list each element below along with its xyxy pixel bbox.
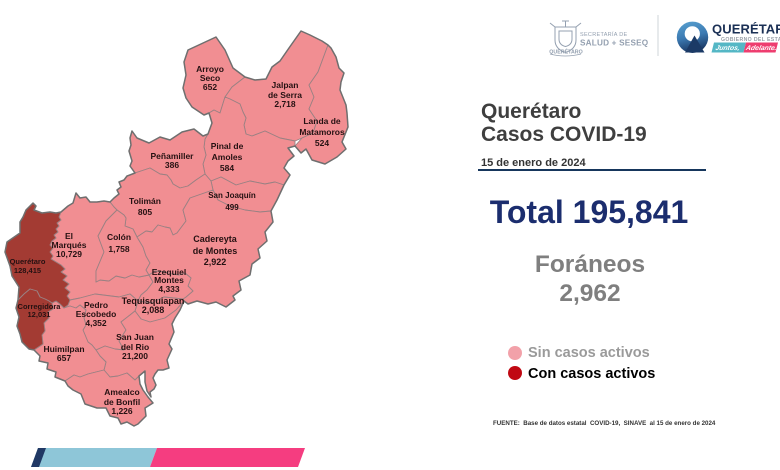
svg-text:Juntos,: Juntos, bbox=[715, 45, 741, 52]
svg-text:QUERÉTARO: QUERÉTARO bbox=[712, 22, 780, 37]
svg-text:QUERÉTARO: QUERÉTARO bbox=[549, 48, 582, 56]
svg-text:SALUD + SESEQ: SALUD + SESEQ bbox=[580, 39, 649, 48]
svg-text:GOBIERNO DEL ESTADO: GOBIERNO DEL ESTADO bbox=[721, 37, 780, 43]
svg-text:Adelante.: Adelante. bbox=[744, 45, 777, 52]
svg-text:SECRETARÍA DE: SECRETARÍA DE bbox=[580, 31, 628, 38]
